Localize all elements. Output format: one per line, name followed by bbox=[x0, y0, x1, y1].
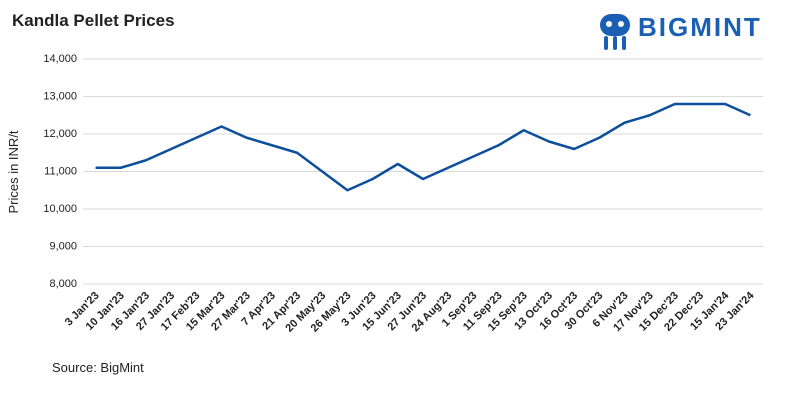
y-tick-label: 9,000 bbox=[49, 240, 77, 252]
chart-title: Kandla Pellet Prices bbox=[12, 11, 175, 30]
y-tick-label: 13,000 bbox=[43, 90, 77, 102]
y-tick-label: 11,000 bbox=[44, 165, 77, 177]
source: Source: BigMint bbox=[52, 360, 144, 375]
y-tick-label: 10,000 bbox=[43, 203, 77, 215]
line bbox=[95, 102, 751, 192]
logo-icon bbox=[600, 14, 630, 50]
logo-text: BIGMINT bbox=[638, 12, 762, 42]
y-tick-label: 14,000 bbox=[43, 53, 77, 65]
y-tick-label: 12,000 bbox=[43, 128, 77, 140]
y-axis-label: Prices in INR/t bbox=[6, 130, 21, 213]
y-tick-label: 8,000 bbox=[49, 278, 77, 290]
